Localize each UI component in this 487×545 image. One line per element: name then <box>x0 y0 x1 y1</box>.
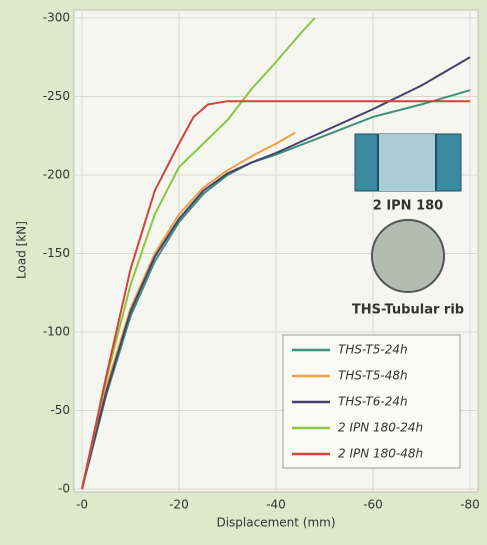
ipn-web <box>378 134 436 191</box>
legend: THS-T5-24h THS-T5-48h THS-T6-24h 2 IPN 180-… <box>282 334 461 469</box>
y-tick-label: -150 <box>43 246 70 260</box>
x-tick-label: -0 <box>76 498 88 512</box>
y-tick-label: -50 <box>50 403 70 417</box>
x-tick-label: -40 <box>266 498 286 512</box>
line <box>81 17 316 490</box>
y-tick-label: -200 <box>43 168 70 182</box>
line <box>81 131 296 490</box>
line <box>81 100 470 490</box>
x-tick-label: -80 <box>460 498 480 512</box>
y-tick-label: -100 <box>43 325 70 339</box>
line <box>81 89 471 490</box>
x-tick-label: -20 <box>169 498 189 512</box>
section-illustrations: 2 IPN 180 THS-Tubular rib <box>352 133 464 318</box>
tubular-section <box>371 219 445 293</box>
line <box>81 56 471 490</box>
legend-label: THS-T6-24h <box>338 395 408 409</box>
y-axis-label: Load [kN] <box>15 221 29 279</box>
legend-label: 2 IPN 180-48h <box>338 447 423 461</box>
legend-label: THS-T5-48h <box>338 369 408 383</box>
y-tick-label: -250 <box>43 89 70 103</box>
legend-label: THS-T5-24h <box>338 343 408 357</box>
x-axis-label: Displacement (mm) <box>216 516 335 530</box>
y-tick-label: -300 <box>43 11 70 25</box>
y-tick-label: -0 <box>58 482 70 496</box>
x-tick-label: -60 <box>363 498 383 512</box>
annotation: 2 IPN 180 <box>373 199 443 214</box>
annotation: THS-Tubular rib <box>352 303 464 318</box>
legend-label: 2 IPN 180-24h <box>338 421 423 435</box>
